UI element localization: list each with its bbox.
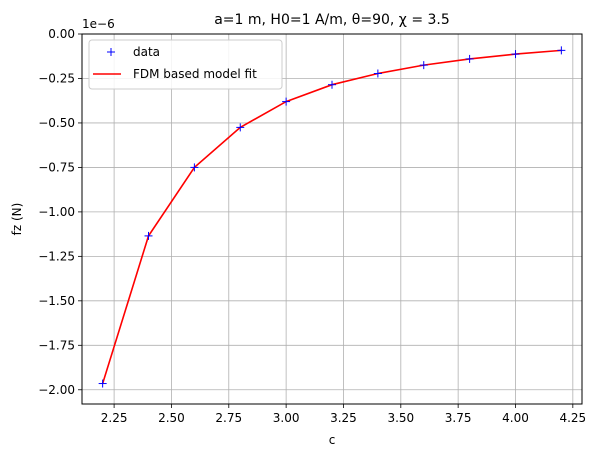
y-tick-label: −1.75 <box>38 338 75 352</box>
x-tick-label: 3.25 <box>330 411 357 425</box>
data-point <box>465 54 474 63</box>
y-offset-label: 1e−6 <box>82 17 115 31</box>
y-tick-label: −2.00 <box>38 383 75 397</box>
y-tick-label: −1.50 <box>38 294 75 308</box>
x-tick-label: 4.25 <box>559 411 586 425</box>
x-tick-label: 4.00 <box>502 411 529 425</box>
data-point <box>328 80 336 89</box>
data-point <box>419 61 428 70</box>
data-point <box>557 46 566 55</box>
legend-label-data: data <box>133 45 160 59</box>
y-tick-label: −0.25 <box>38 71 75 85</box>
y-tick-label: −1.00 <box>38 205 75 219</box>
x-tick-label: 2.75 <box>215 411 242 425</box>
legend: data FDM based model fit <box>88 39 283 90</box>
data-point <box>144 231 153 240</box>
x-tick-label: 3.75 <box>445 411 472 425</box>
y-tick-label: 0.00 <box>48 27 75 41</box>
x-tick-label: 2.25 <box>101 411 128 425</box>
y-tick-label: −0.75 <box>38 160 75 174</box>
legend-marker-data <box>107 48 115 56</box>
data-point <box>190 163 199 172</box>
legend-label-fit: FDM based model fit <box>133 67 257 81</box>
ticks: 2.25 2.50 2.75 3.00 3.25 3.50 3.75 4.00 4.25 0.00… <box>38 27 586 425</box>
x-tick-label: 2.50 <box>158 411 185 425</box>
chart-title: a=1 m, H0=1 A/m, θ=90, χ = 3.5 <box>214 12 450 28</box>
legend-box <box>88 39 283 90</box>
series-layer <box>98 46 566 388</box>
x-axis-label: c <box>329 433 336 447</box>
data-point <box>236 123 245 132</box>
x-tick-label: 3.50 <box>387 411 414 425</box>
y-tick-label: −1.25 <box>38 249 75 263</box>
data-point <box>373 69 382 78</box>
x-tick-label: 3.00 <box>273 411 300 425</box>
y-tick-label: −0.50 <box>38 116 75 130</box>
plot-frame <box>81 33 583 405</box>
y-axis-label: fz (N) <box>10 203 24 236</box>
data-point <box>511 50 520 59</box>
data-point <box>282 97 291 106</box>
data-point <box>98 379 107 388</box>
